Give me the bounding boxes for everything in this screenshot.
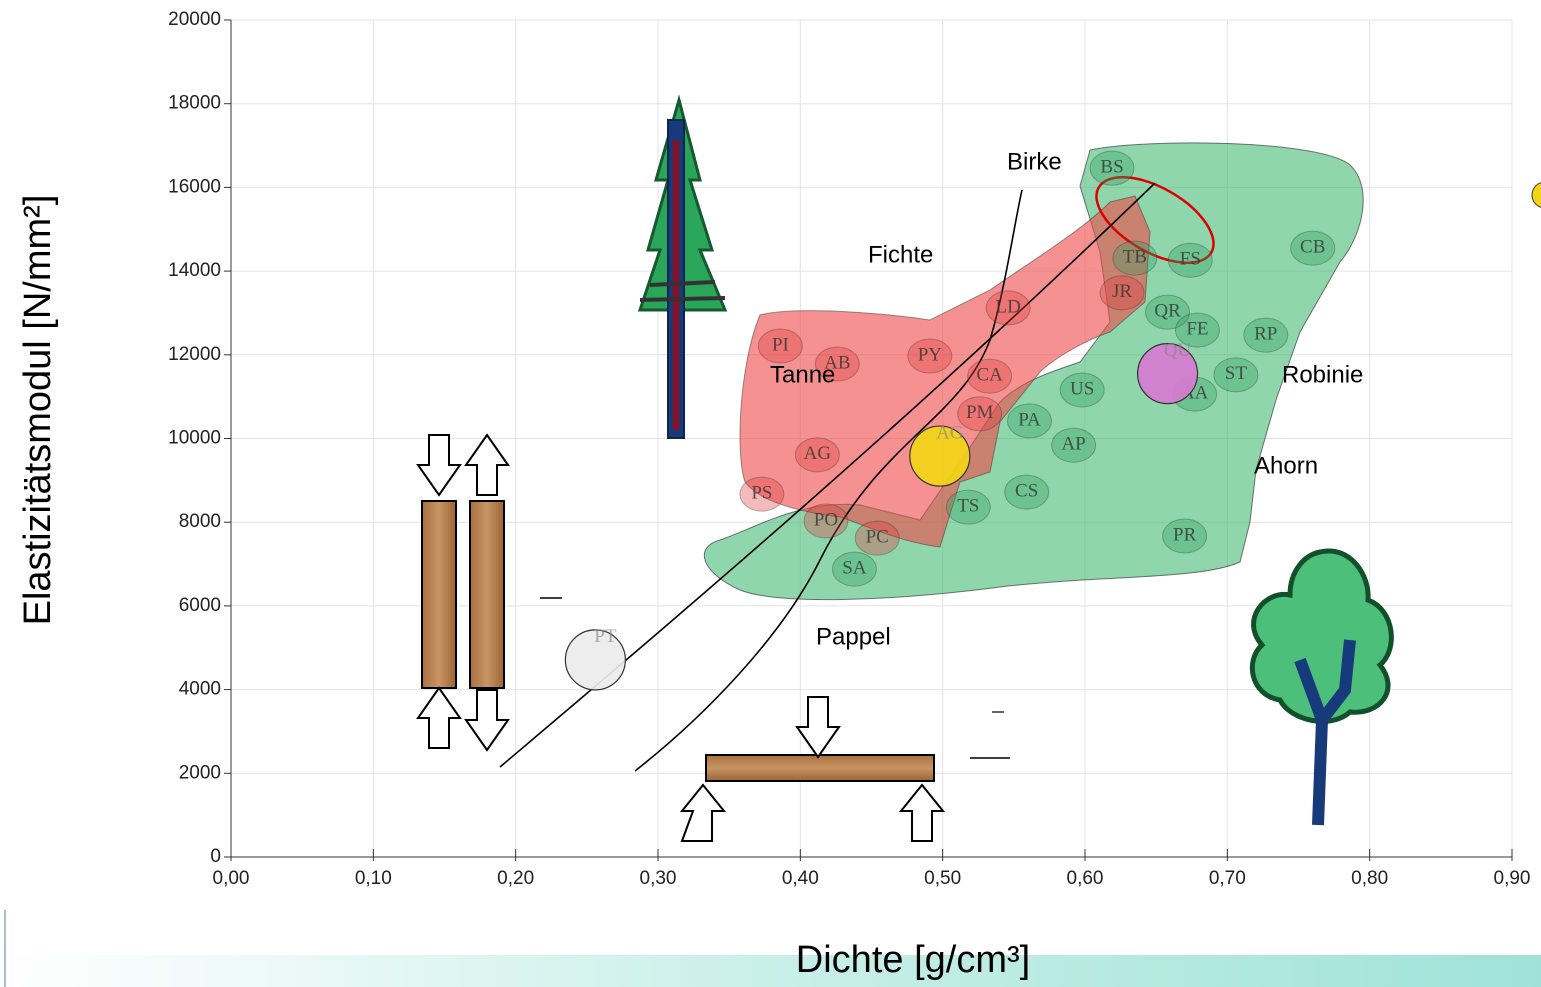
point-label: PO <box>814 509 838 530</box>
x-tick-label: 0,60 <box>1067 868 1104 889</box>
region-label: Birke <box>1007 148 1062 175</box>
y-tick-label: 14000 <box>168 260 221 281</box>
point-label: PI <box>772 334 789 355</box>
point-label: RP <box>1254 323 1277 344</box>
y-tick-label: 2000 <box>179 762 221 783</box>
x-tick-label: 0,00 <box>213 868 250 889</box>
region-label: Robinie <box>1282 361 1363 388</box>
point-label: FS <box>1180 249 1201 270</box>
chart: 0 2000 4000 6000 8000 10000 12000 14000 16000 180… <box>0 0 1541 987</box>
footer-band <box>0 955 1541 987</box>
x-tick-label: 0,10 <box>355 868 392 889</box>
point-label: PC <box>866 526 889 547</box>
point-label: SA <box>842 557 867 578</box>
x-tick-label: 0,50 <box>924 868 961 889</box>
point-label: TB <box>1123 246 1147 267</box>
region-label: Ahorn <box>1254 452 1318 479</box>
y-tick-label: 20000 <box>168 9 221 30</box>
conifer-icon <box>640 100 725 438</box>
x-tick-label: 0,20 <box>497 868 534 889</box>
point-label: BS <box>1100 157 1123 178</box>
point-label: AG <box>936 422 964 443</box>
point-label: PR <box>1173 524 1197 545</box>
point-label: QU <box>1164 340 1192 361</box>
region-label: Tanne <box>770 361 835 388</box>
point-label: JR <box>1112 281 1132 302</box>
x-tick-label: 0,90 <box>1494 868 1531 889</box>
legend-swatch <box>1532 182 1541 208</box>
point-label: PM <box>966 402 994 423</box>
x-tick-label: 0,80 <box>1351 868 1388 889</box>
point-label: CS <box>1015 480 1038 501</box>
point-label: CB <box>1300 236 1325 257</box>
point-label: PS <box>751 483 772 504</box>
point-label: QR <box>1154 300 1181 321</box>
point-label: AP <box>1061 434 1085 455</box>
point-label: AG <box>804 443 832 464</box>
region-label: Fichte <box>868 241 933 268</box>
point-label: PY <box>918 344 943 365</box>
deciduous-icon <box>1252 551 1391 825</box>
x-tick-label: 0,30 <box>640 868 677 889</box>
y-tick-label: 10000 <box>168 428 221 449</box>
legend <box>1532 182 1541 208</box>
point-label: FE <box>1186 318 1208 339</box>
y-axis-title: Elastizitätsmodul [N/mm²] <box>17 195 59 626</box>
y-tick-label: 6000 <box>179 595 221 616</box>
y-tick-label: 0 <box>210 846 221 867</box>
x-tick-label: 0,70 <box>1209 868 1246 889</box>
y-tick-label: 12000 <box>168 344 221 365</box>
region-label: Pappel <box>816 623 891 650</box>
y-tick-label: 4000 <box>179 679 221 700</box>
y-tick-label: 16000 <box>168 176 221 197</box>
y-tick-label: 8000 <box>179 511 221 532</box>
point-label: LD <box>995 296 1020 317</box>
point-label: PA <box>1018 409 1041 430</box>
x-axis-title: Dichte [g/cm³] <box>796 939 1030 981</box>
point-label: PT <box>594 626 617 647</box>
point-label: ST <box>1225 363 1248 384</box>
y-tick-label: 18000 <box>168 93 221 114</box>
point-label: CA <box>976 365 1003 386</box>
point-label: US <box>1070 378 1094 399</box>
x-tick-label: 0,40 <box>782 868 819 889</box>
point-label: TS <box>957 495 979 516</box>
